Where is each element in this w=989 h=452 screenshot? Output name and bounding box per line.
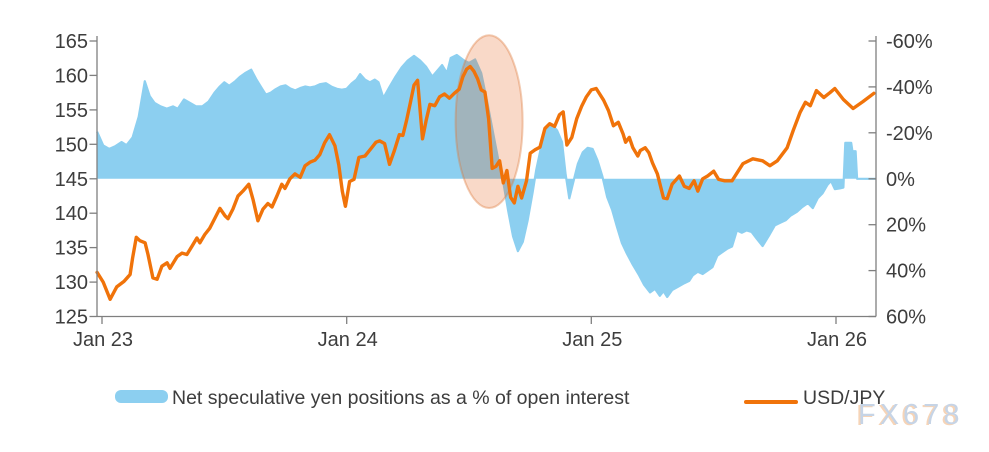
legend-area-label: Net speculative yen positions as a % of … bbox=[172, 387, 630, 409]
x-axis-tick-label: Jan 24 bbox=[318, 329, 378, 351]
left-axis-tick-label: 155 bbox=[55, 100, 88, 122]
fx678-watermark: FX678 bbox=[858, 399, 964, 431]
legend-line-label: USD/JPY bbox=[803, 387, 886, 409]
left-axis-tick-label: 125 bbox=[55, 307, 88, 329]
left-axis-tick-label: 140 bbox=[55, 203, 88, 225]
combo-chart: 165 160 155 150 145 140 135 130 125 -60% -40% -20% 0… bbox=[55, 31, 933, 351]
right-axis-tick-label: 20% bbox=[886, 215, 926, 237]
left-axis-tick-label: 145 bbox=[55, 169, 88, 191]
right-axis-tick-label: 40% bbox=[886, 261, 926, 283]
left-axis-tick-label: 160 bbox=[55, 65, 88, 87]
x-axis-tick-label: Jan 23 bbox=[73, 329, 133, 351]
positions-area bbox=[97, 55, 877, 297]
usdjpy-line bbox=[95, 64, 876, 301]
right-axis-tick-label: 0% bbox=[886, 169, 915, 191]
left-axis-tick-label: 130 bbox=[55, 272, 88, 294]
left-axis-tick-label: 150 bbox=[55, 134, 88, 156]
right-axis-tick-label: 60% bbox=[886, 307, 926, 329]
x-axis-tick-label: Jan 25 bbox=[562, 329, 622, 351]
right-axis-tick-label: -40% bbox=[886, 77, 933, 99]
right-axis-tick-label: -20% bbox=[886, 123, 933, 145]
right-axis-tick-label: -60% bbox=[886, 31, 933, 53]
legend-area-swatch bbox=[115, 390, 168, 403]
left-axis-tick-label: 135 bbox=[55, 238, 88, 260]
left-axis-tick-label: 165 bbox=[55, 31, 88, 53]
legend-line-swatch bbox=[744, 400, 798, 404]
x-axis-tick-label: Jan 26 bbox=[807, 329, 867, 351]
